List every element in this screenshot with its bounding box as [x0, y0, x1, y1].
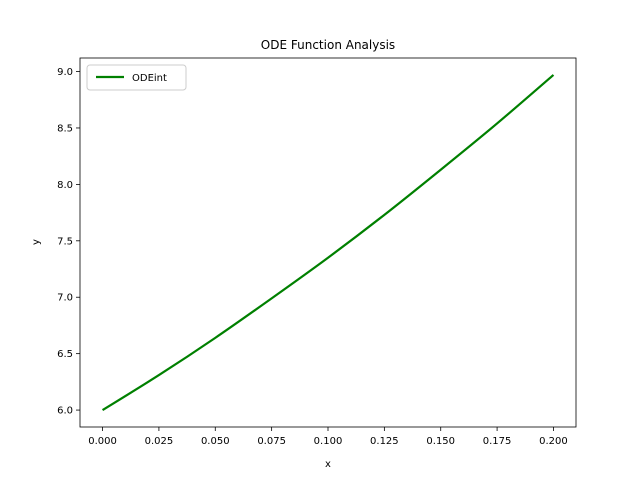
- x-tick-label: 0.025: [145, 436, 174, 447]
- x-tick-label: 0.150: [426, 436, 455, 447]
- y-axis: 6.0 6.5 7.0 7.5 8.0 8.5 9.0: [57, 67, 80, 417]
- legend: ODEint: [86, 64, 187, 91]
- y-axis-label: y: [31, 239, 42, 245]
- x-tick-label: 0.125: [370, 436, 399, 447]
- legend-label: ODEint: [132, 73, 167, 84]
- x-axis: 0.000 0.025 0.050 0.075 0.100 0.125 0.150 0.175…: [88, 427, 568, 447]
- y-tick-label: 6.0: [57, 406, 73, 417]
- chart-title: ODE Function Analysis: [261, 38, 395, 52]
- x-tick-label: 0.100: [314, 436, 343, 447]
- y-tick-label: 9.0: [57, 67, 73, 78]
- x-tick-label: 0.200: [539, 436, 568, 447]
- series-layer: [101, 74, 555, 412]
- legend-box: [86, 64, 187, 91]
- y-tick-label: 8.5: [57, 123, 73, 134]
- x-axis-label: x: [325, 459, 331, 470]
- y-tick-label: 7.0: [57, 293, 73, 304]
- x-tick-label: 0.050: [201, 436, 230, 447]
- series-line-odeint: [101, 74, 555, 412]
- x-tick-label: 0.000: [88, 436, 117, 447]
- y-tick-label: 8.0: [57, 180, 73, 191]
- x-tick-label: 0.075: [257, 436, 286, 447]
- y-tick-label: 7.5: [57, 236, 73, 247]
- x-tick-label: 0.175: [483, 436, 512, 447]
- y-tick-label: 6.5: [57, 349, 73, 360]
